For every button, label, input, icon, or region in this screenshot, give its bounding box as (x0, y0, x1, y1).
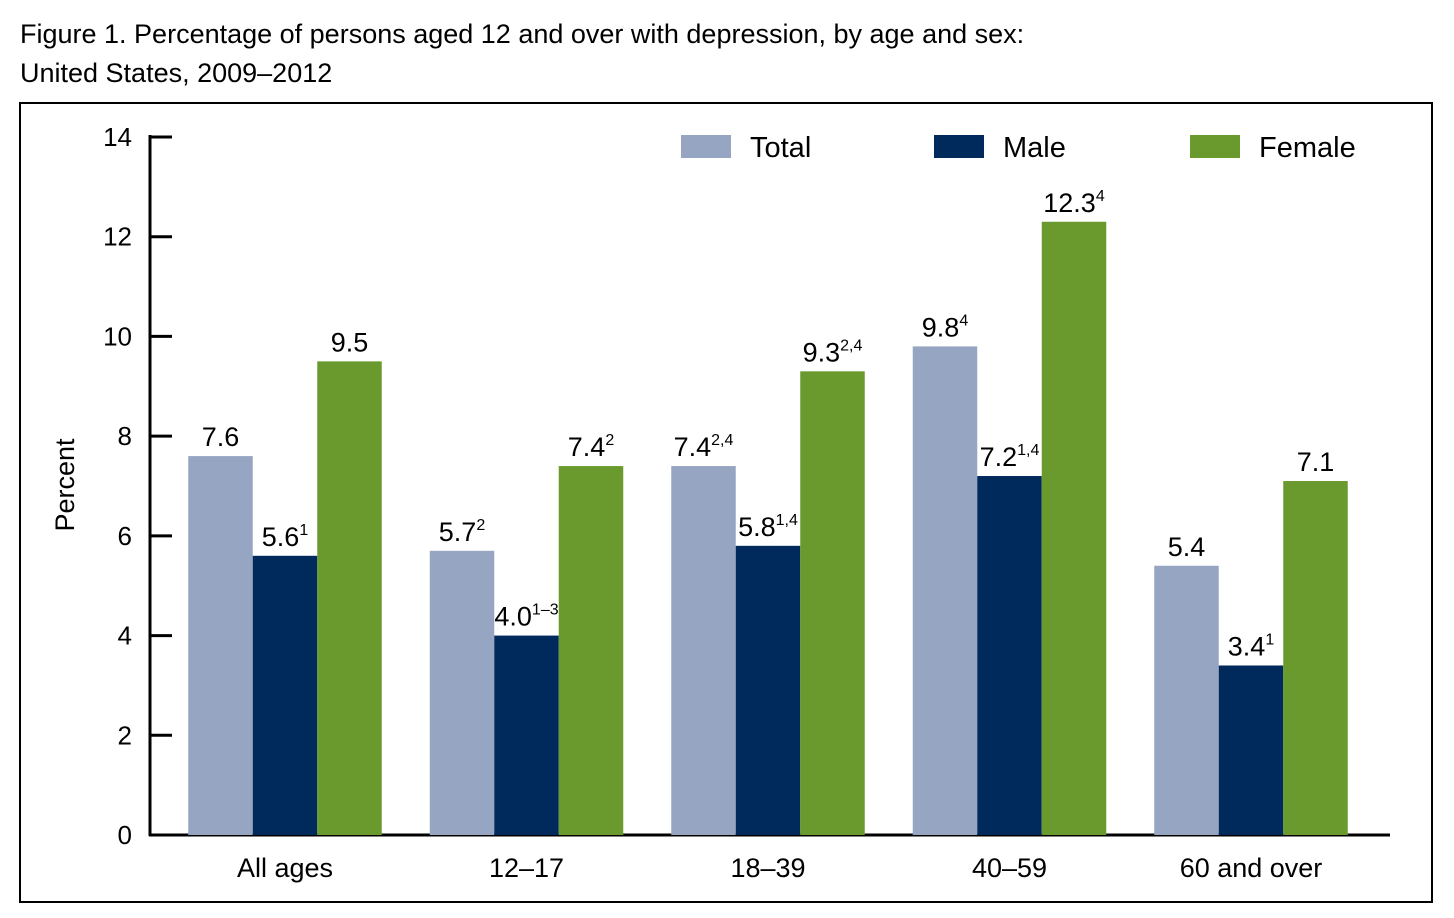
bar (429, 550, 495, 835)
data-label: 7.21,4 (980, 442, 1040, 472)
bar (494, 635, 559, 835)
data-label-footnote: 1,4 (1017, 442, 1039, 459)
data-label-footnote: 1,4 (776, 512, 798, 529)
data-label-footnote: 1 (1265, 631, 1274, 648)
data-label-value: 3.4 (1228, 631, 1266, 661)
data-label-value: 5.8 (738, 512, 776, 542)
legend-swatch (1190, 135, 1240, 158)
data-label-footnote: 4 (1096, 188, 1105, 205)
bar (1154, 565, 1219, 835)
frame (19, 102, 1433, 903)
data-label: 12.34 (1043, 188, 1105, 218)
bar (1041, 221, 1107, 835)
y-tick-label: 0 (118, 820, 132, 850)
data-label-value: 7.4 (674, 432, 712, 462)
data-label-value: 5.7 (439, 517, 477, 547)
legend-label: Female (1259, 132, 1356, 164)
data-label: 9.5 (331, 327, 369, 357)
data-label-value: 5.6 (262, 522, 300, 552)
data-label-value: 9.8 (922, 312, 960, 342)
x-tick-label: 18–39 (730, 853, 805, 883)
data-label-value: 4.0 (494, 602, 532, 632)
data-label: 7.1 (1297, 447, 1335, 477)
data-label-footnote: 4 (959, 312, 968, 329)
y-tick-label: 4 (118, 621, 132, 651)
bar (671, 466, 736, 835)
data-label: 9.32,4 (803, 337, 863, 367)
y-tick-label: 10 (103, 321, 132, 351)
bar (1218, 665, 1284, 835)
data-label: 5.81,4 (738, 512, 798, 542)
data-label: 7.42,4 (674, 432, 734, 462)
data-label: 3.41 (1228, 631, 1275, 661)
data-label-value: 9.5 (331, 327, 369, 357)
bar (912, 346, 978, 835)
data-label-value: 7.1 (1297, 447, 1335, 477)
data-label: 5.4 (1168, 532, 1206, 562)
legend-swatch (681, 135, 731, 158)
data-label-value: 9.3 (803, 337, 841, 367)
data-label: 7.6 (202, 422, 240, 452)
data-label: 5.61 (262, 522, 309, 552)
data-label-value: 7.4 (568, 432, 606, 462)
bar (977, 476, 1042, 835)
data-label: 9.84 (922, 312, 969, 342)
legend-swatch (934, 135, 984, 158)
x-tick-label: 40–59 (972, 853, 1047, 883)
x-tick-label: 60 and over (1180, 853, 1323, 883)
legend-label: Total (750, 132, 811, 164)
y-tick-label: 14 (103, 122, 132, 152)
x-tick-label: 12–17 (489, 853, 564, 883)
y-tick-label: 8 (118, 421, 132, 451)
x-tick-label: All ages (237, 853, 333, 883)
bar (800, 371, 865, 835)
chart-title: Figure 1. Percentage of persons aged 12 … (20, 19, 1024, 49)
data-label-footnote: 1 (299, 522, 308, 539)
data-label: 7.42 (568, 432, 615, 462)
data-label-footnote: 2,4 (840, 337, 862, 354)
data-label: 5.72 (439, 517, 486, 547)
bar (558, 466, 624, 835)
data-label: 4.01–3 (494, 602, 558, 632)
bar (252, 555, 318, 835)
data-label-value: 12.3 (1043, 188, 1096, 218)
bar (317, 361, 382, 835)
bar (1283, 481, 1348, 835)
legend-label: Male (1003, 132, 1066, 164)
data-label-footnote: 1–3 (532, 602, 559, 619)
data-label-footnote: 2,4 (711, 432, 733, 449)
bar (188, 456, 253, 835)
y-tick-label: 6 (118, 521, 132, 551)
y-tick-label: 2 (118, 720, 132, 750)
chart-title: United States, 2009–2012 (20, 58, 332, 88)
y-tick-label: 12 (103, 222, 132, 252)
y-axis-label: Percent (50, 438, 80, 532)
data-label-value: 7.2 (980, 442, 1018, 472)
bar (735, 545, 801, 835)
data-label-footnote: 2 (476, 517, 485, 534)
data-label-value: 7.6 (202, 422, 240, 452)
data-label-value: 5.4 (1168, 532, 1206, 562)
data-label-footnote: 2 (605, 432, 614, 449)
